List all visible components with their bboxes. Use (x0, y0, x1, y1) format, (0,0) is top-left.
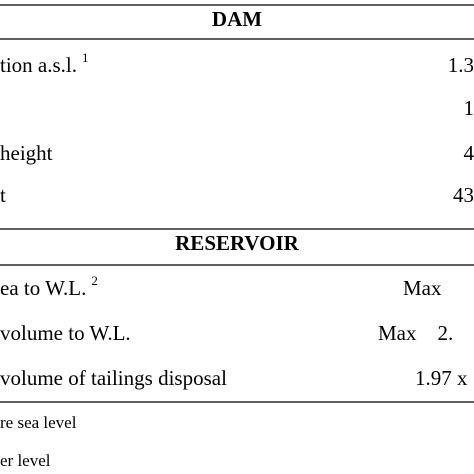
row-value: 43 (453, 183, 474, 207)
row-value: Max (403, 276, 442, 300)
row-value: Max 2. (378, 321, 453, 345)
dam-rows: tion a.s.l. 1 1.3 1 height 4 t 43 (0, 50, 474, 207)
row-value: 1.97 x (415, 366, 468, 390)
footnote: er level (0, 451, 51, 470)
row-label: height (0, 141, 53, 165)
row-label: t (0, 183, 6, 207)
superscript: 2 (91, 273, 98, 288)
row-value: 1 (464, 96, 474, 120)
row-value: 1.3 (448, 53, 474, 77)
row-label: ea to W.L. (0, 276, 86, 300)
superscript: 1 (82, 50, 89, 65)
row-label: tion a.s.l. (0, 53, 77, 77)
row-label: volume of tailings disposal (0, 366, 227, 390)
section-title: DAM (212, 7, 262, 31)
footnote: re sea level (0, 413, 77, 432)
reservoir-rows: ea to W.L. 2 Max volume to W.L. Max 2. volume… (0, 273, 468, 390)
row-label: volume to W.L. (0, 321, 131, 345)
row-value: 4 (464, 141, 474, 165)
section-title: RESERVOIR (175, 231, 300, 255)
